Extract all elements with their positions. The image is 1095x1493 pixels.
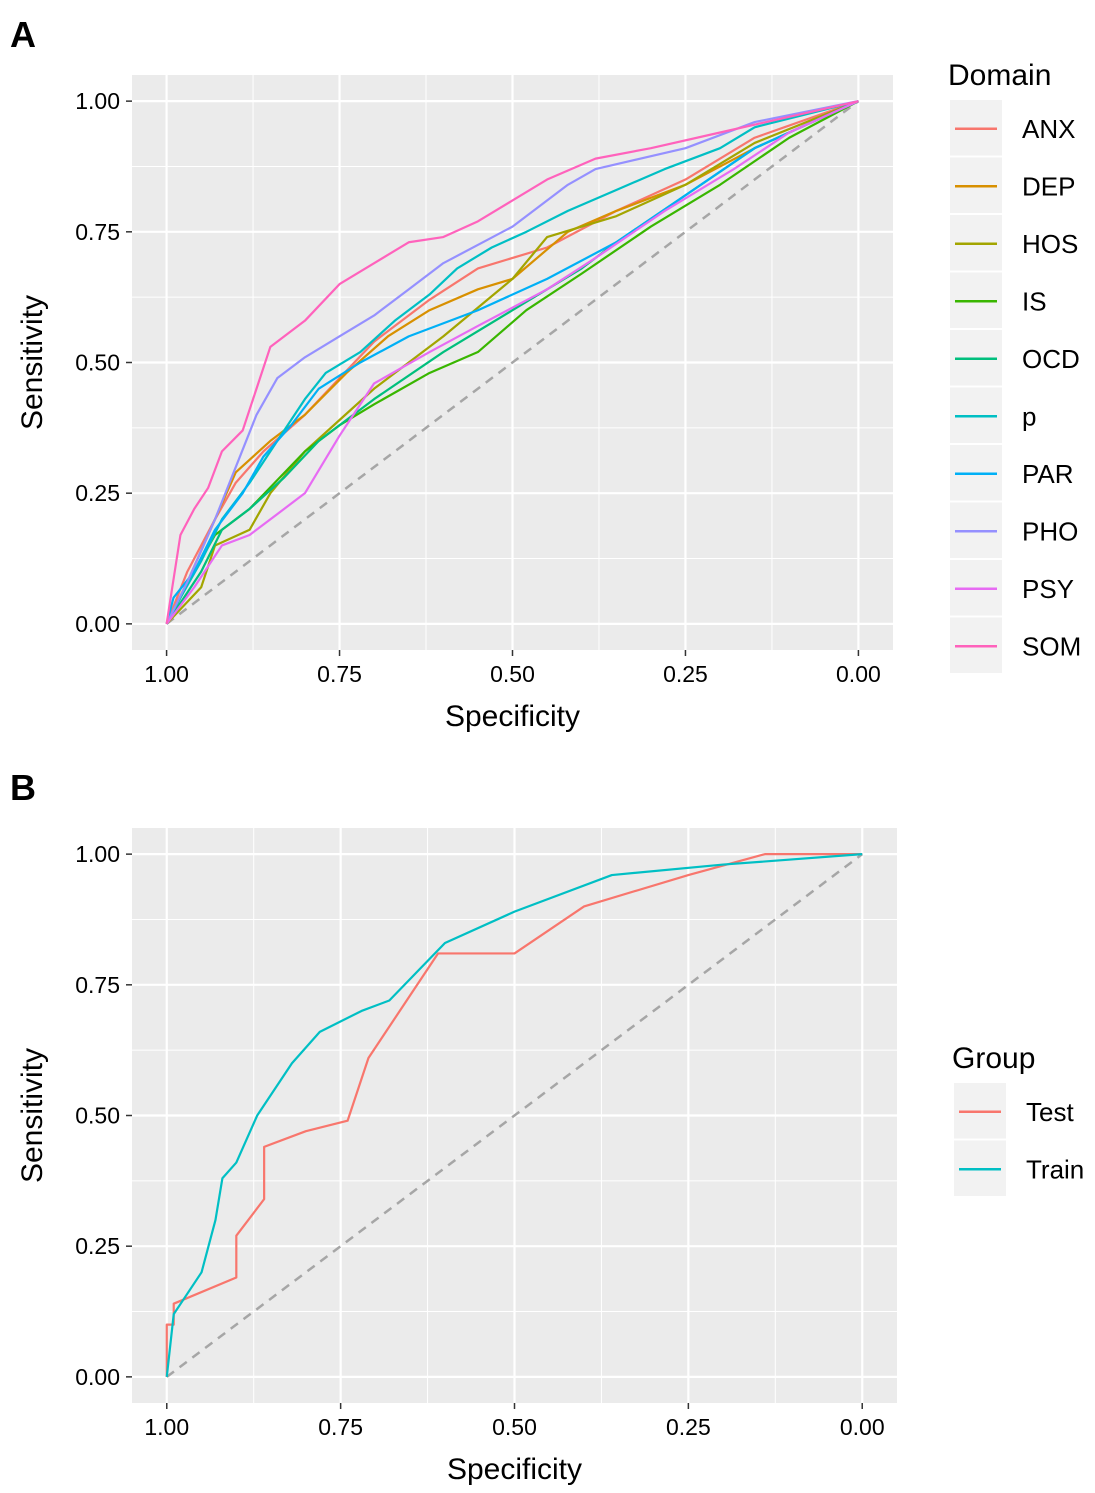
x-tick-label: 0.25: [663, 661, 708, 687]
roc-curve: [165, 853, 863, 1377]
x-tick-label: 1.00: [144, 1414, 189, 1440]
y-tick-label: 1.00: [75, 841, 120, 867]
roc-curve: [165, 100, 859, 625]
panel-label: A: [10, 14, 36, 55]
panel-label: B: [10, 767, 36, 808]
y-tick-label: 0.00: [75, 611, 120, 637]
y-tick-label: 1.00: [75, 88, 120, 114]
legend-label: Train: [1026, 1154, 1084, 1184]
x-tick-label: 0.75: [318, 1414, 363, 1440]
y-tick-label: 0.75: [75, 972, 120, 998]
roc-curve: [165, 100, 859, 625]
legend-label: Test: [1026, 1097, 1074, 1127]
legend-label: PHO: [1022, 516, 1078, 546]
legend-label: HOS: [1022, 229, 1078, 259]
legend-label: OCD: [1022, 344, 1080, 374]
x-tick-label: 0.50: [492, 1414, 537, 1440]
reference-diagonal: [166, 853, 863, 1378]
roc-curve: [165, 100, 859, 625]
x-axis-title: Specificity: [445, 700, 580, 733]
legend-title: Group: [952, 1042, 1035, 1075]
legend-label: SOM: [1022, 631, 1081, 661]
legend-title: Domain: [948, 59, 1051, 92]
reference-diagonal: [165, 100, 860, 625]
x-tick-label: 1.00: [144, 661, 189, 687]
roc-curve: [165, 100, 859, 625]
legend-label: ANX: [1022, 114, 1075, 144]
roc-curve: [165, 100, 859, 625]
y-tick-label: 0.50: [75, 1103, 120, 1129]
y-axis-title: Sensitivity: [16, 1048, 49, 1183]
y-tick-label: 0.00: [75, 1364, 120, 1390]
x-tick-label: 0.25: [666, 1414, 711, 1440]
x-tick-label: 0.75: [317, 661, 362, 687]
x-tick-label: 0.00: [840, 1414, 885, 1440]
y-tick-label: 0.50: [75, 350, 120, 376]
y-tick-label: 0.25: [75, 1233, 120, 1259]
x-axis-title: Specificity: [447, 1453, 582, 1486]
legend-label: PAR: [1022, 459, 1074, 489]
y-tick-label: 0.25: [75, 480, 120, 506]
y-tick-label: 0.75: [75, 219, 120, 245]
legend-label: p: [1022, 401, 1036, 431]
roc-curve: [165, 100, 859, 625]
legend-label: PSY: [1022, 574, 1074, 604]
legend-label: IS: [1022, 286, 1047, 316]
y-axis-title: Sensitivity: [16, 295, 49, 430]
x-tick-label: 0.50: [490, 661, 535, 687]
x-tick-label: 0.00: [836, 661, 881, 687]
legend-label: DEP: [1022, 171, 1075, 201]
roc-curve: [165, 853, 863, 1377]
